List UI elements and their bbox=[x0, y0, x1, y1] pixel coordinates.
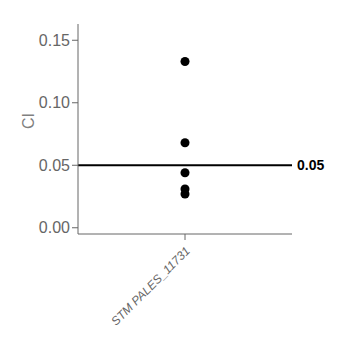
svg-text:0.05: 0.05 bbox=[297, 157, 324, 173]
svg-text:0.10: 0.10 bbox=[39, 94, 70, 111]
svg-text:CI: CI bbox=[20, 113, 37, 129]
svg-text:0.00: 0.00 bbox=[39, 219, 70, 236]
svg-text:STM PALES_11731: STM PALES_11731 bbox=[108, 244, 193, 329]
svg-text:0.15: 0.15 bbox=[39, 32, 70, 49]
svg-text:0.05: 0.05 bbox=[39, 157, 70, 174]
